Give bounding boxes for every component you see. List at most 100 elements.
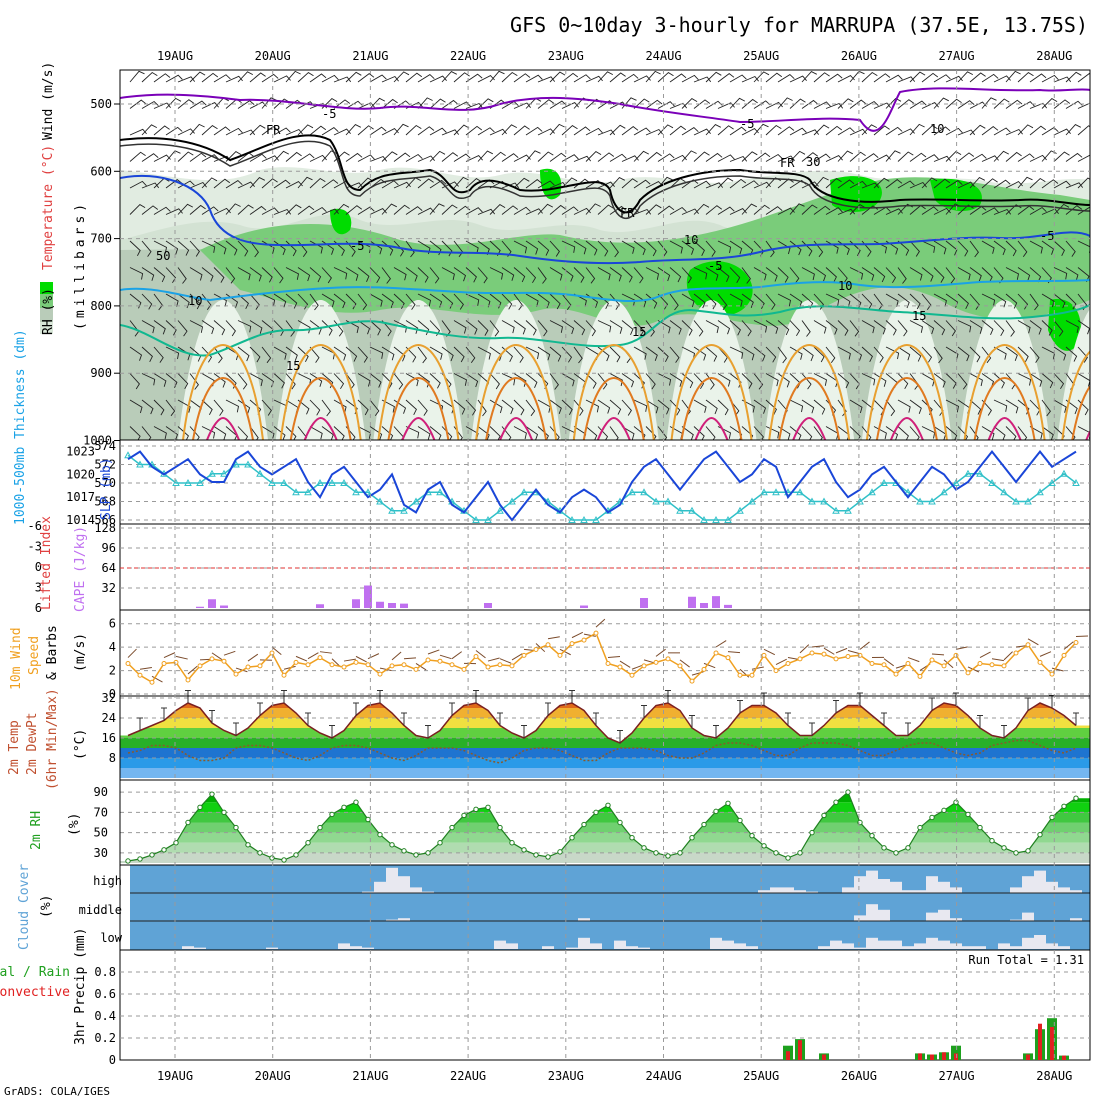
wind-barb	[585, 373, 597, 389]
wind-barb	[837, 320, 849, 336]
wind-speed-point	[341, 664, 347, 670]
wind-barb	[861, 346, 873, 363]
date-label-bottom: 19AUG	[157, 1069, 193, 1083]
contour-25	[192, 376, 254, 440]
wind-barb	[969, 373, 983, 387]
wind-barb	[957, 373, 968, 390]
rh-point	[221, 809, 227, 816]
precip-axis-label: 3hr Precip (mm)	[73, 928, 88, 1045]
sfc-wind-barb	[1003, 651, 1013, 661]
wind-barb	[861, 267, 875, 281]
wind-barb	[441, 426, 453, 440]
wind-barb	[477, 267, 488, 284]
rh-point	[185, 819, 191, 826]
wind-barb	[549, 293, 561, 310]
temp-max-bar	[233, 722, 239, 736]
wind-barb	[777, 240, 791, 255]
cloud-block-low	[950, 943, 962, 949]
wind-barb	[369, 74, 387, 83]
wind-barb	[825, 155, 843, 162]
rh-point	[641, 845, 647, 851]
wind-barb	[141, 426, 152, 440]
cape-bar	[388, 603, 396, 608]
wind-barb	[513, 320, 526, 335]
wind-speed-point	[605, 661, 611, 667]
wind-barb	[825, 178, 842, 189]
wind-barb	[537, 203, 554, 215]
thickness-marker	[1000, 488, 1008, 496]
sfc-wind-barb	[295, 655, 308, 662]
wind-barb	[849, 151, 866, 162]
thickness-marker	[592, 515, 600, 523]
cloud-block-high	[878, 879, 890, 893]
cloud-block-high	[1070, 890, 1082, 893]
wind-barb	[933, 240, 947, 255]
temp-max-bar	[1001, 725, 1007, 738]
wind-barb	[1077, 177, 1090, 189]
wind-speed-point	[749, 672, 755, 678]
wind-barb	[561, 320, 575, 335]
cloud-bg	[130, 865, 1090, 950]
wind-barb	[165, 399, 176, 417]
wind-barb	[945, 320, 956, 337]
wind-barb	[237, 204, 254, 215]
wind-barb	[633, 240, 646, 256]
wind-barb	[981, 267, 993, 283]
sfc-wind-barb	[859, 641, 870, 650]
wind-barb	[873, 177, 890, 189]
precip-panel-frame	[119, 949, 1091, 1061]
wind-barb	[873, 293, 883, 311]
cloud-block-high	[422, 891, 434, 893]
wind-speed-point	[1013, 650, 1019, 656]
wind-barb	[933, 373, 946, 388]
wind-barb	[621, 240, 635, 254]
wind-barb	[825, 293, 840, 306]
rh-point	[149, 852, 155, 858]
wind-barb	[345, 124, 362, 136]
cloud-level-low: low	[100, 931, 122, 945]
wind-barb	[237, 426, 249, 440]
wind-barb	[933, 155, 952, 162]
wind-barb	[681, 208, 699, 215]
rh-point	[485, 804, 491, 811]
cloud-block-low	[1010, 946, 1022, 949]
wind-barb	[525, 208, 543, 215]
wind-speed-point	[761, 652, 767, 658]
cloud-block-high	[854, 876, 866, 893]
thickness-marker	[772, 488, 780, 496]
temp-grid	[120, 697, 1090, 759]
wind-barb	[285, 293, 298, 309]
wind-barb	[333, 346, 347, 361]
temp-max-bar	[521, 725, 527, 738]
wind-barb	[369, 293, 383, 307]
rh-point	[1013, 850, 1019, 856]
temp-label: 2m Temp	[7, 720, 22, 775]
sfc-wind-barb	[703, 662, 716, 669]
thickness-marker	[124, 451, 132, 459]
wind-barb	[849, 204, 866, 215]
wind-tick-label: 6	[109, 617, 116, 631]
wind-barb	[921, 125, 938, 136]
wind-barb	[849, 99, 867, 109]
wind-barb	[657, 240, 668, 258]
wind-barb	[645, 346, 658, 361]
rh-point	[161, 847, 167, 853]
wind-barb	[357, 399, 369, 416]
wind-barb	[645, 293, 658, 309]
wind-tick-label: 4	[109, 640, 116, 654]
wind-barb	[693, 180, 711, 189]
wind-barb	[273, 240, 286, 256]
precip-grid	[120, 971, 1090, 1039]
rh-band	[120, 822, 1090, 833]
sfc-wind-barb	[187, 665, 198, 675]
thickness-marker	[484, 515, 492, 523]
wind-barb	[765, 153, 783, 162]
temp-tick-label: 8	[109, 751, 116, 765]
wind-barb	[765, 373, 779, 387]
wind-barb	[525, 179, 543, 189]
wind-barb	[837, 267, 848, 284]
wind-barb	[177, 180, 195, 189]
wind-barb	[717, 206, 735, 215]
wind-barb	[897, 346, 911, 361]
wind-barb	[849, 320, 860, 337]
